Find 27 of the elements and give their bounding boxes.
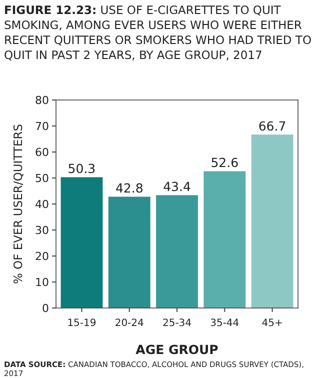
y-tick-label: 80 [35, 94, 49, 107]
y-tick-label: 0 [42, 302, 49, 315]
bar [156, 195, 198, 308]
bar [251, 134, 294, 308]
bar [108, 196, 150, 308]
x-tick-label: 45+ [262, 318, 283, 329]
x-tick-label: 25-34 [162, 318, 192, 329]
y-tick-label: 10 [35, 276, 49, 289]
bar [60, 177, 103, 308]
y-tick-label: 20 [35, 250, 49, 263]
data-label: 50.3 [68, 161, 96, 176]
y-axis-title: % OF EVER USER/QUITTERS [11, 124, 25, 284]
y-tick-label: 70 [35, 120, 49, 133]
y-tick-label: 60 [35, 146, 49, 159]
x-tick-label: 20-24 [114, 318, 144, 329]
data-label: 66.7 [258, 118, 286, 134]
chart-title: FIGURE 12.23: USE OF E-CIGARETTES TO QUIT SMOKING, AMONG EVER USERS WHO WERE EITHER RECENT QUITTERS OR SMOKERS WHO HAD TRIED TO QUIT IN PAST 2 YEARS, BY AGE GROUP, 2017 [4, 3, 312, 62]
y-tick-label: 40 [35, 198, 49, 211]
data-label: 52.6 [210, 155, 239, 170]
x-tick-label: 35-44 [210, 318, 240, 329]
data-label: 42.8 [115, 180, 144, 196]
x-tick-label: 15-19 [67, 318, 96, 329]
x-axis-title: AGE GROUP [136, 342, 218, 357]
bar [204, 171, 246, 308]
data-label: 43.4 [163, 179, 191, 194]
y-tick-label: 30 [35, 224, 49, 237]
y-tick-label: 50 [35, 172, 49, 185]
